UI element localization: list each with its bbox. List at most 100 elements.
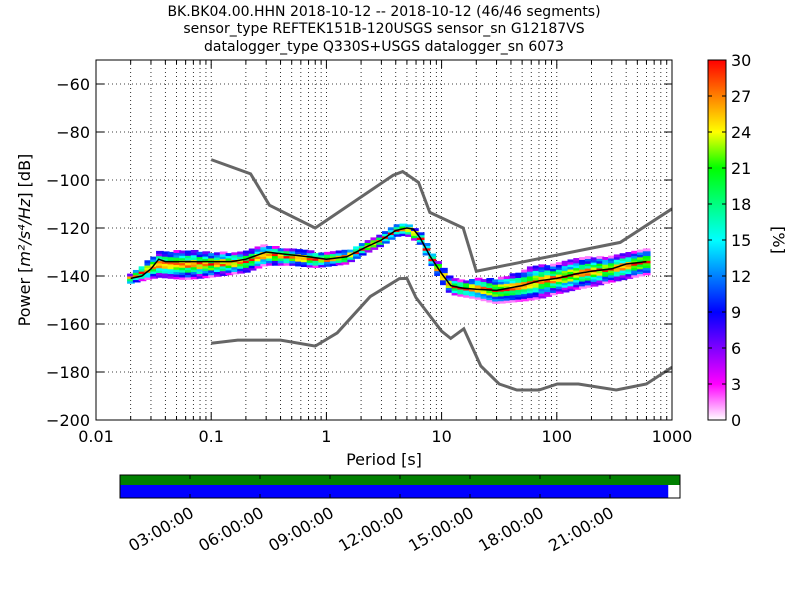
heatmap-cell — [625, 254, 634, 258]
heatmap-cell — [497, 283, 506, 287]
heatmap-cell — [341, 261, 350, 265]
heatmap-cell — [631, 270, 639, 273]
timeline-tick-label: 18:00:00 — [475, 503, 547, 555]
heatmap-cell — [486, 285, 495, 289]
heatmap-cell — [602, 278, 610, 282]
heatmap-cell — [324, 259, 332, 262]
heatmap-cell — [411, 235, 419, 239]
heatmap-cell — [561, 260, 570, 264]
heatmap-cell — [608, 255, 616, 259]
heatmap-cell — [237, 253, 245, 257]
heatmap-cell — [173, 266, 182, 270]
heatmap-cell — [370, 246, 379, 250]
heatmap-cell — [619, 270, 628, 273]
heatmap-cell — [555, 269, 564, 273]
heatmap-cell — [214, 271, 222, 275]
heatmap-cell — [196, 273, 205, 277]
heatmap-cell — [295, 256, 303, 260]
x-tick-label: 1 — [321, 427, 331, 446]
heatmap-cell — [567, 276, 576, 280]
heatmap-cell — [544, 281, 553, 285]
heatmap-cell — [480, 298, 489, 302]
heatmap-cell — [509, 297, 518, 301]
heatmap-cell — [428, 263, 437, 267]
heatmap-cell — [156, 262, 164, 266]
heatmap-cell — [185, 257, 193, 261]
heatmap-cell — [642, 262, 651, 266]
heatmap-cell — [231, 252, 240, 256]
heatmap-cell — [185, 255, 193, 259]
heatmap-cell — [132, 277, 141, 281]
heatmap-cell — [173, 262, 182, 265]
heatmap-cell — [440, 270, 448, 274]
heatmap-cell — [231, 266, 240, 270]
x-tick-label: 0.1 — [198, 427, 223, 446]
heatmap-cell — [318, 252, 327, 256]
heatmap-cell — [271, 248, 280, 252]
heatmap-cell — [486, 282, 495, 286]
heatmap-cell — [150, 275, 158, 279]
heatmap-cell — [405, 231, 413, 235]
heatmap-cell — [480, 286, 489, 290]
heatmap-cell — [208, 255, 216, 259]
heatmap-cell — [324, 254, 332, 258]
heatmap-cell — [474, 296, 483, 300]
heatmap-cell — [492, 291, 500, 295]
heatmap-cell — [584, 280, 593, 283]
heatmap-cell — [532, 275, 541, 279]
heatmap-cell — [596, 270, 605, 274]
heatmap-cell — [474, 284, 483, 288]
heatmap-cell — [173, 252, 182, 256]
x-tick-label: 10 — [431, 427, 451, 446]
heatmap-cell — [550, 285, 558, 289]
heatmap-cell — [486, 292, 495, 296]
timeline-tick-label: 03:00:00 — [125, 503, 197, 555]
heatmap-cell — [532, 265, 541, 269]
heatmap-cell — [161, 256, 170, 260]
heatmap-cell — [179, 264, 187, 268]
heatmap-cell — [555, 283, 564, 287]
heatmap-cell — [190, 269, 199, 273]
x-tick-label: 1000 — [652, 427, 693, 446]
heatmap-cell — [237, 263, 245, 267]
heatmap-cell — [196, 259, 205, 262]
heatmap-cell — [324, 263, 332, 267]
heatmap-cell — [242, 250, 251, 254]
heatmap-cell — [457, 289, 466, 292]
heatmap-cell — [283, 262, 292, 266]
heatmap-cell — [358, 243, 367, 246]
heatmap-cell — [318, 259, 327, 263]
heatmap-cell — [225, 267, 234, 271]
heatmap-cell — [289, 258, 298, 262]
heatmap-cell — [173, 257, 182, 261]
heatmap-cell — [637, 259, 645, 263]
heatmap-cell — [637, 266, 645, 270]
heatmap-cell — [573, 284, 582, 288]
heatmap-cell — [179, 250, 187, 254]
heatmap-cell — [329, 258, 338, 262]
heatmap-cell — [254, 246, 263, 250]
heatmap-cell — [561, 265, 570, 269]
heatmap-cell — [613, 256, 622, 260]
heatmap-cell — [353, 248, 361, 252]
heatmap-cell — [318, 254, 327, 258]
heatmap-cell — [573, 277, 582, 281]
heatmap-cell — [335, 255, 344, 259]
heatmap-cell — [550, 268, 558, 272]
heatmap-cell — [300, 264, 309, 268]
heatmap-cell — [283, 255, 292, 259]
heatmap-cell — [156, 260, 164, 264]
heatmap-cell — [550, 266, 558, 269]
colorbar-label: [%] — [769, 226, 788, 254]
heatmap-cell — [631, 267, 639, 271]
heatmap-cell — [579, 266, 587, 270]
y-tick-label: −140 — [46, 267, 90, 286]
heatmap-cell — [526, 275, 535, 279]
heatmap-cell — [202, 256, 211, 259]
heatmap-cell — [161, 275, 170, 279]
heatmap-cell — [161, 258, 170, 262]
heatmap-cell — [185, 262, 193, 266]
heatmap-cell — [399, 223, 408, 227]
heatmap-cell — [532, 272, 541, 276]
heatmap-cell — [445, 285, 454, 288]
